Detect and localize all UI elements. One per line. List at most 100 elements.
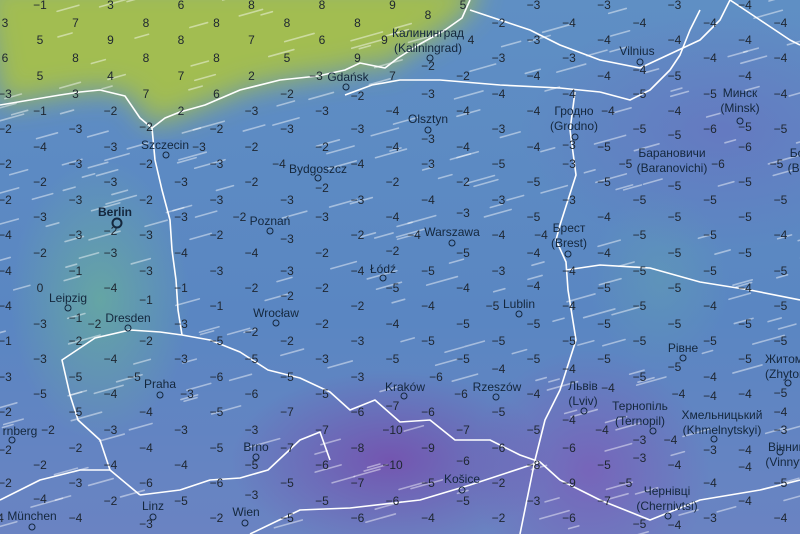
temperature-value: −3 — [350, 369, 365, 384]
city-6-label[interactable]: Минск (Minsk) — [720, 86, 759, 116]
city-marker-icon[interactable] — [649, 427, 657, 435]
city-marker-icon[interactable] — [8, 436, 16, 444]
city-11-label[interactable]: Berlin — [98, 205, 132, 220]
temperature-value: −2 — [0, 442, 12, 457]
city-marker-icon[interactable] — [564, 250, 572, 258]
city-marker-icon[interactable] — [458, 486, 466, 494]
wind-streak — [394, 22, 413, 29]
city-18-label[interactable]: Dresden — [105, 311, 150, 326]
city-14-label[interactable]: Брест (Brest) — [551, 221, 587, 251]
city-34-label[interactable]: Wien — [232, 505, 259, 520]
temperature-value: −4 — [33, 139, 47, 154]
temperature-value: −3 — [139, 517, 153, 532]
city-marker-icon[interactable] — [266, 227, 274, 235]
city-marker-icon[interactable] — [636, 58, 644, 66]
wind-streak — [70, 411, 103, 422]
city-29-label[interactable]: rnberg — [3, 424, 38, 439]
city-25-label[interactable]: Львів (Lviv) — [568, 379, 598, 409]
city-marker-icon[interactable] — [241, 519, 249, 527]
wind-streak — [12, 284, 31, 291]
city-10-label[interactable]: Bydgoszcz — [289, 162, 347, 177]
city-marker-icon[interactable] — [64, 304, 72, 312]
city-marker-icon[interactable] — [515, 310, 523, 318]
city-marker-icon[interactable] — [492, 393, 500, 401]
city-32-label[interactable]: Чернівці (Chernivtsi) — [636, 484, 697, 514]
wind-streak — [389, 28, 410, 36]
city-24-label[interactable]: Rzeszów — [473, 380, 522, 395]
city-5-label[interactable]: Гродно (Grodno) — [550, 104, 598, 134]
city-name: Kraków — [384, 380, 426, 394]
city-30-label[interactable]: Brno — [243, 440, 268, 455]
wind-streak — [353, 468, 381, 478]
city-marker-icon[interactable] — [448, 239, 456, 247]
wind-streak — [453, 90, 484, 100]
city-marker-icon[interactable] — [710, 435, 718, 443]
city-marker-icon[interactable] — [272, 319, 280, 327]
city-19-label[interactable]: Wrocław — [253, 306, 299, 321]
city-marker-icon[interactable] — [580, 407, 588, 415]
city-name: Брест — [552, 221, 586, 235]
temperature-value: −2 — [280, 288, 294, 303]
city-8-label[interactable]: Бо(Ba — [788, 146, 800, 176]
city-20-label[interactable]: Рівне — [668, 341, 698, 356]
temperature-value: −5 — [738, 175, 752, 189]
city-marker-icon[interactable] — [664, 512, 672, 520]
temperature-value: −2 — [350, 228, 365, 243]
city-marker-icon[interactable] — [314, 174, 322, 182]
wind-streak — [635, 376, 667, 386]
city-marker-icon[interactable] — [784, 379, 792, 387]
city-marker-icon[interactable] — [776, 448, 784, 456]
city-marker-icon[interactable] — [379, 274, 387, 282]
city-marker-icon[interactable] — [424, 126, 432, 134]
city-26-label[interactable]: Тернопіль (Ternopil) — [612, 399, 668, 429]
wind-streak — [717, 180, 735, 187]
city-marker-icon[interactable] — [162, 151, 170, 159]
city-12-label[interactable]: Poznań — [250, 214, 291, 229]
city-4-label[interactable]: Vilnius — [619, 44, 654, 59]
city-31-label[interactable]: Košice — [444, 472, 480, 487]
city-28-label[interactable]: Вінниця(Vinnytsy — [765, 440, 800, 470]
city-2-label[interactable]: Gdańsk — [327, 70, 368, 85]
city-marker-icon[interactable] — [342, 83, 350, 91]
wind-streak — [247, 437, 281, 449]
temperature-value: −2 — [0, 475, 12, 490]
city-marker-icon[interactable] — [252, 453, 260, 461]
temperature-value: −5 — [280, 475, 294, 490]
city-marker-icon[interactable] — [736, 117, 744, 125]
temperature-value: −4 — [491, 361, 506, 376]
city-33-label[interactable]: Linz — [142, 499, 164, 514]
temperature-value: −6 — [385, 493, 400, 508]
city-marker-icon[interactable] — [571, 133, 579, 141]
city-15-label[interactable]: Łódź — [370, 262, 396, 277]
city-marker-icon[interactable] — [28, 523, 36, 531]
city-9-label[interactable]: Szczecin — [141, 138, 189, 153]
city-35-label[interactable]: München — [7, 509, 56, 524]
temperature-value: −3 — [209, 157, 224, 172]
wind-streak — [90, 202, 121, 212]
temperature-value: −4 — [738, 281, 752, 296]
wind-streak — [714, 249, 731, 255]
wind-streak — [45, 221, 60, 228]
city-16-label[interactable]: Leipzig — [49, 291, 87, 306]
city-marker-icon[interactable] — [149, 513, 157, 521]
city-marker-icon[interactable] — [156, 391, 164, 399]
city-marker-icon[interactable] — [124, 324, 132, 332]
city-marker-icon[interactable] — [679, 354, 687, 362]
city-13-label[interactable]: Warszawa — [424, 225, 480, 240]
city-23-label[interactable]: Kraków — [385, 380, 425, 395]
city-17-label[interactable]: Lublin — [503, 297, 535, 312]
city-marker-icon[interactable] — [400, 392, 408, 400]
city-21-label[interactable]: Житом (Zhytor — [765, 352, 800, 382]
city-7-label[interactable]: Барановичи (Baranovichi) — [637, 146, 708, 176]
city-22-label[interactable]: Praha — [144, 377, 176, 392]
temperature-value: −3 — [562, 51, 576, 66]
city-27-label[interactable]: Хмельницький (Khmelnytskyi) — [682, 408, 763, 438]
city-1-label[interactable]: Калининград (Kaliningrad) — [392, 26, 464, 56]
city-marker-icon[interactable] — [111, 217, 123, 229]
temperature-value: −4 — [421, 192, 435, 207]
wind-streak — [358, 232, 377, 239]
city-marker-icon[interactable] — [426, 54, 434, 62]
city-3-label[interactable]: Olsztyn — [408, 112, 448, 127]
temperature-value: −4 — [663, 432, 678, 447]
